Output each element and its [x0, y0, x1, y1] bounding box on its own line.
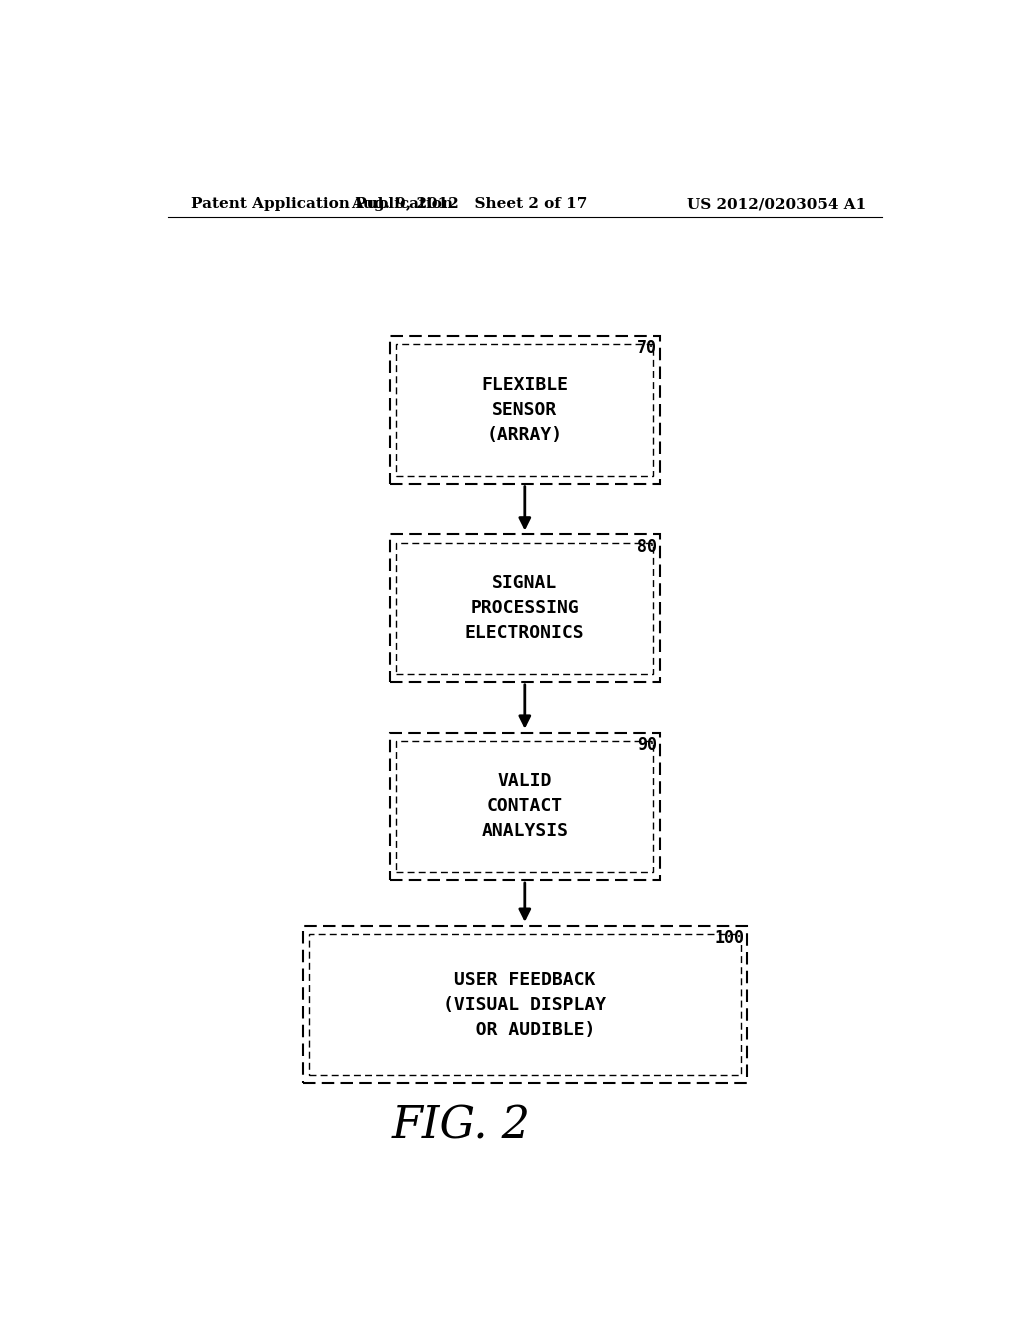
Text: Patent Application Publication: Patent Application Publication: [191, 197, 454, 211]
FancyBboxPatch shape: [396, 345, 653, 475]
Text: Aug. 9, 2012   Sheet 2 of 17: Aug. 9, 2012 Sheet 2 of 17: [351, 197, 588, 211]
Text: VALID
CONTACT
ANALYSIS: VALID CONTACT ANALYSIS: [481, 772, 568, 841]
FancyBboxPatch shape: [303, 925, 748, 1084]
Text: 100: 100: [715, 929, 744, 946]
Text: US 2012/0203054 A1: US 2012/0203054 A1: [687, 197, 866, 211]
Text: 70: 70: [637, 339, 657, 358]
Text: FLEXIBLE
SENSOR
(ARRAY): FLEXIBLE SENSOR (ARRAY): [481, 376, 568, 444]
FancyBboxPatch shape: [309, 935, 740, 1076]
Text: SIGNAL
PROCESSING
ELECTRONICS: SIGNAL PROCESSING ELECTRONICS: [465, 574, 585, 642]
FancyBboxPatch shape: [396, 741, 653, 873]
FancyBboxPatch shape: [390, 535, 659, 682]
Text: USER FEEDBACK
(VISUAL DISPLAY
  OR AUDIBLE): USER FEEDBACK (VISUAL DISPLAY OR AUDIBLE…: [443, 970, 606, 1039]
Text: 80: 80: [637, 537, 657, 556]
FancyBboxPatch shape: [396, 543, 653, 673]
FancyBboxPatch shape: [390, 733, 659, 880]
Text: FIG. 2: FIG. 2: [392, 1105, 530, 1147]
Text: 90: 90: [637, 735, 657, 754]
FancyBboxPatch shape: [390, 337, 659, 483]
